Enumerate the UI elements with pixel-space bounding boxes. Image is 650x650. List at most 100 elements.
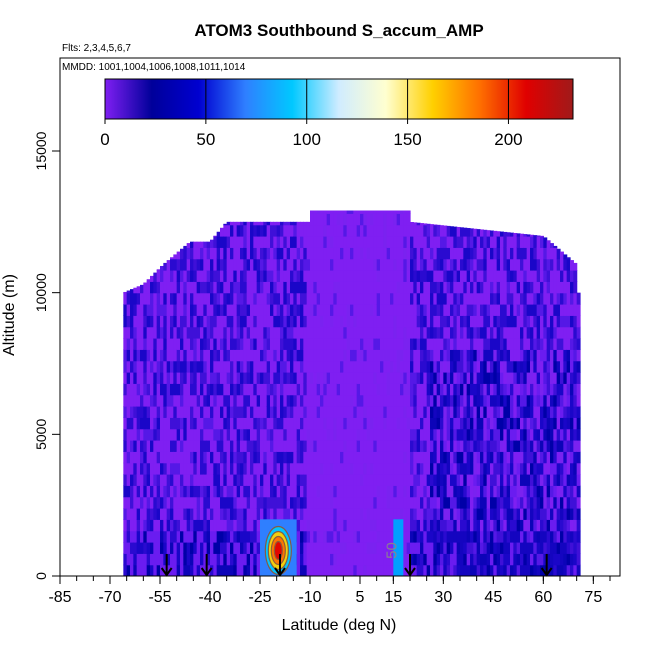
field-cell: [316, 553, 321, 566]
field-cell: [300, 428, 304, 441]
field-cell: [520, 406, 524, 418]
field-cell: [130, 292, 134, 305]
field-cell: [423, 530, 428, 543]
field-cell: [410, 236, 414, 248]
field-cell: [353, 440, 358, 452]
field-cell: [550, 326, 554, 339]
field-cell: [170, 349, 174, 362]
field-cell: [426, 223, 431, 226]
field-cell: [230, 451, 234, 464]
field-cell: [526, 530, 531, 543]
field-cell: [543, 485, 548, 498]
field-cell: [426, 474, 431, 486]
field-cell: [260, 281, 264, 294]
field-cell: [310, 315, 314, 328]
field-cell: [543, 496, 548, 509]
field-cell: [403, 530, 408, 543]
field-cell: [230, 315, 234, 328]
field-cell: [413, 338, 418, 350]
field-cell: [573, 564, 578, 576]
field-cell: [280, 440, 284, 452]
field-cell: [523, 417, 528, 430]
field-cell: [193, 485, 198, 498]
field-cell: [543, 428, 548, 441]
field-cell: [256, 247, 261, 260]
field-cell: [286, 326, 291, 339]
field-cell: [360, 440, 364, 452]
field-cell: [410, 564, 414, 576]
field-cell: [190, 258, 194, 271]
field-cell: [563, 462, 568, 475]
field-cell: [263, 221, 268, 226]
field-cell: [483, 485, 488, 498]
field-cell: [476, 383, 481, 396]
field-cell: [343, 292, 348, 305]
field-cell: [430, 394, 434, 407]
field-cell: [410, 338, 414, 350]
field-cell: [240, 451, 244, 464]
field-cell: [256, 417, 261, 430]
field-cell: [320, 462, 324, 475]
field-cell: [206, 496, 211, 509]
field-cell: [206, 394, 211, 407]
field-cell: [243, 360, 248, 373]
field-cell: [333, 360, 338, 373]
field-cell: [236, 247, 241, 260]
field-cell: [400, 304, 404, 316]
field-cell: [240, 508, 244, 520]
field-cell: [490, 338, 494, 350]
field-cell: [466, 236, 471, 248]
field-cell: [450, 226, 454, 237]
field-cell: [156, 372, 161, 384]
field-cell: [286, 406, 291, 418]
field-cell: [133, 530, 138, 543]
field-cell: [390, 213, 394, 226]
field-cell: [366, 349, 371, 362]
field-cell: [210, 338, 214, 350]
field-cell: [296, 315, 301, 328]
field-cell: [480, 360, 484, 373]
field-cell: [186, 338, 191, 350]
field-cell: [293, 417, 298, 430]
field-cell: [206, 462, 211, 475]
field-cell: [266, 428, 271, 441]
field-cell: [173, 281, 178, 294]
field-cell: [480, 349, 484, 362]
field-cell: [560, 281, 564, 294]
field-cell: [313, 564, 318, 576]
field-cell: [150, 360, 154, 373]
field-cell: [576, 496, 581, 509]
field-cell: [523, 236, 528, 248]
field-cell: [550, 349, 554, 362]
field-cell: [283, 326, 288, 339]
field-cell: [136, 530, 141, 543]
field-cell: [406, 338, 411, 350]
field-cell: [316, 564, 321, 576]
field-cell: [493, 496, 498, 509]
field-cell: [436, 258, 441, 271]
field-cell: [266, 224, 271, 237]
field-cell: [380, 485, 384, 498]
field-cell: [296, 542, 301, 554]
field-cell: [536, 519, 541, 532]
field-cell: [340, 236, 344, 248]
field-cell: [156, 406, 161, 418]
field-cell: [500, 406, 504, 418]
field-cell: [193, 564, 198, 576]
field-cell: [303, 462, 308, 475]
field-cell: [336, 508, 341, 520]
field-cell: [216, 281, 221, 294]
field-cell: [330, 406, 334, 418]
field-cell: [183, 519, 188, 532]
field-cell: [313, 553, 318, 566]
field-cell: [313, 440, 318, 452]
field-cell: [186, 553, 191, 566]
field-cell: [166, 474, 171, 486]
field-cell: [126, 394, 131, 407]
field-cell: [503, 474, 508, 486]
field-cell: [343, 281, 348, 294]
field-cell: [460, 281, 464, 294]
field-cell: [233, 417, 238, 430]
field-cell: [386, 224, 391, 237]
field-cell: [290, 383, 294, 396]
